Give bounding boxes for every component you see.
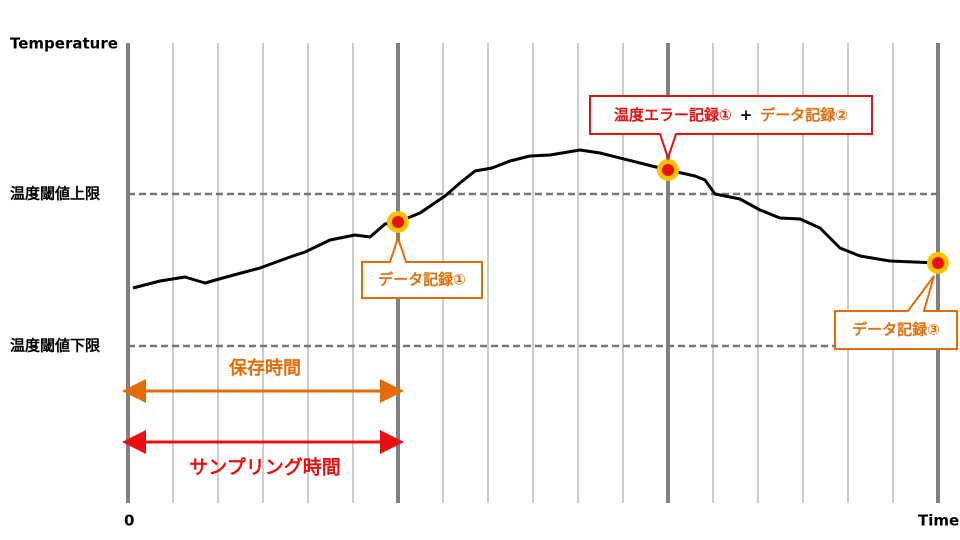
temperature-curve (132, 148, 939, 290)
label-bg (0, 332, 126, 360)
sampling-time-label: サンプリング時間 (189, 456, 340, 479)
y-axis-label: Temperature (10, 35, 118, 53)
record-point-core (932, 257, 944, 269)
storage-time-label: 保存時間 (228, 357, 301, 379)
x-origin-label: 0 (124, 512, 134, 530)
callout-box (361, 234, 483, 299)
callout-box (834, 275, 958, 350)
callout-box (589, 95, 873, 162)
lower-limit-label: 温度閾値下限 (10, 337, 100, 355)
callout-text: データ記録③ (852, 321, 940, 339)
callout-part: データ記録② (760, 106, 848, 124)
x-axis-label: Time (918, 512, 959, 530)
record-points (387, 159, 949, 274)
upper-limit-label: 温度閾値上限 (10, 185, 100, 203)
callout-part: 温度エラー記録① (614, 106, 732, 124)
record-point-core (662, 164, 674, 176)
record-point-core (392, 216, 404, 228)
label-bg (0, 180, 126, 208)
callout-part: + (740, 106, 753, 124)
callout-text: データ記録① (378, 271, 466, 289)
callout-text: 温度エラー記録① + データ記録② (614, 106, 848, 124)
